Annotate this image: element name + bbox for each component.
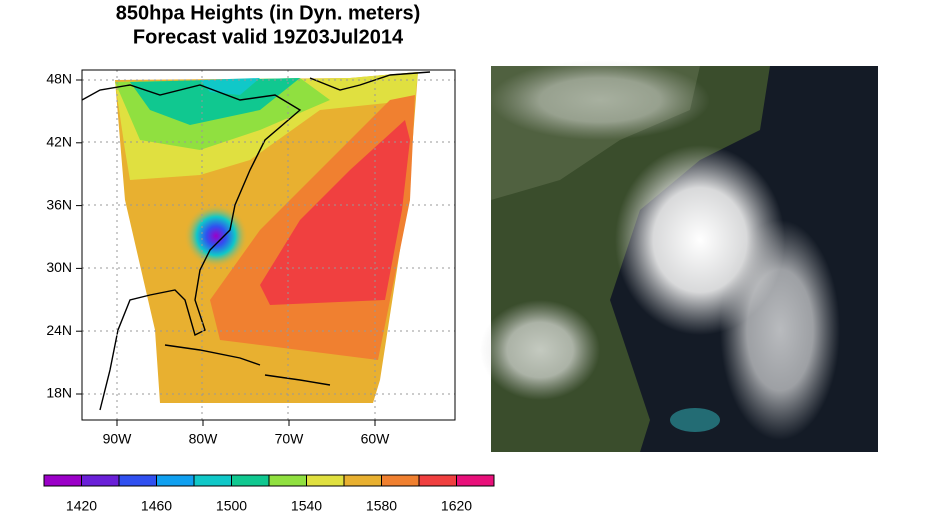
coastlines	[81, 71, 431, 411]
lat-label: 24N	[46, 322, 72, 338]
lat-labels: 48N 42N 36N 30N 24N 18N	[46, 71, 82, 401]
lon-labels: 90W 80W 70W 60W	[103, 420, 391, 447]
colorbar-box	[418, 474, 457, 487]
colorbar-box	[343, 474, 382, 487]
colorbar-box	[118, 474, 157, 487]
lat-label: 30N	[46, 259, 72, 275]
title-line: Forecast valid 19Z03Jul2014	[133, 26, 404, 48]
map-frame	[81, 69, 456, 421]
grid	[82, 70, 455, 420]
lon-label: 60W	[361, 431, 391, 447]
title-line: 850hpa Heights (in Dyn. meters)	[116, 2, 421, 24]
colorbar-box	[381, 474, 420, 487]
colorbar-box	[306, 474, 345, 487]
satellite-image	[480, 60, 878, 452]
colorbar-box	[43, 474, 82, 487]
lon-label: 70W	[275, 431, 305, 447]
colorbar-box	[231, 474, 270, 487]
colorbar-box	[81, 474, 120, 487]
colorbar-box	[456, 474, 495, 487]
colorbar-label: 1500	[216, 498, 247, 514]
map-field	[115, 72, 418, 403]
lon-label: 90W	[103, 431, 133, 447]
colorbar-label: 1580	[366, 498, 397, 514]
lat-label: 36N	[46, 196, 72, 212]
colorbar-label: 1540	[291, 498, 322, 514]
lon-label: 80W	[189, 431, 219, 447]
lat-label: 48N	[46, 71, 72, 87]
colorbar-label: 1620	[441, 498, 472, 514]
lat-label: 42N	[46, 134, 72, 150]
colorbar-label: 1460	[141, 498, 172, 514]
colorbar-box	[156, 474, 195, 487]
colorbar-box	[193, 474, 232, 487]
colorbar-box	[268, 474, 307, 487]
colorbar: 1420 1460 1500 1540 1580 1620	[43, 474, 495, 514]
colorbar-label: 1420	[66, 498, 97, 514]
lat-label: 18N	[46, 385, 72, 401]
